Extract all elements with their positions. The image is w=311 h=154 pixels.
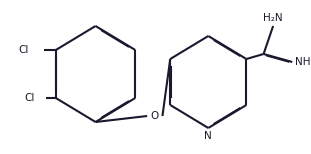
Text: Cl: Cl [25, 93, 35, 103]
Text: Cl: Cl [19, 45, 29, 55]
Text: N: N [204, 131, 212, 141]
Text: H₂N: H₂N [263, 13, 283, 23]
Text: O: O [151, 111, 159, 121]
Text: NH: NH [295, 57, 311, 67]
